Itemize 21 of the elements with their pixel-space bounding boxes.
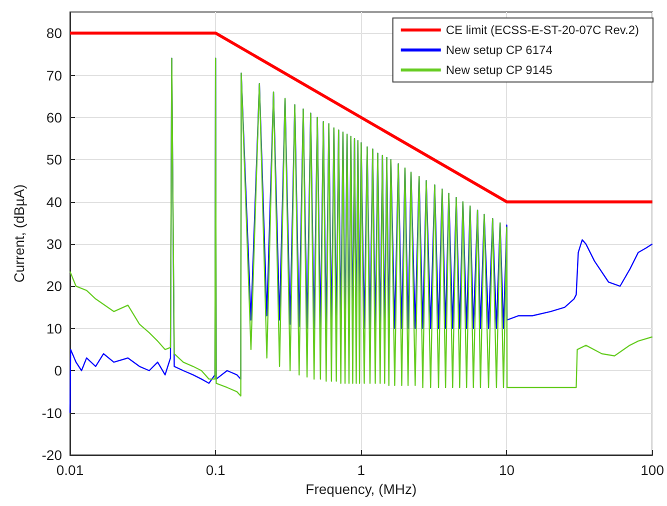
y-tick-label: 30 xyxy=(46,236,62,252)
y-tick-label: 80 xyxy=(46,25,62,42)
y-tick-label: 60 xyxy=(46,109,62,126)
x-tick-label: 0.1 xyxy=(206,462,226,478)
y-tick-label: -20 xyxy=(42,447,62,463)
legend-label: New setup CP 9145 xyxy=(446,63,553,77)
y-tick-label: 20 xyxy=(46,278,62,294)
y-tick-label: 40 xyxy=(46,194,62,210)
x-axis-title: Frequency, (MHz) xyxy=(306,480,417,497)
y-tick-label: 50 xyxy=(46,152,62,168)
y-tick-label: 10 xyxy=(46,320,62,336)
x-tick-label: 0.01 xyxy=(56,462,84,478)
legend-label: New setup CP 6174 xyxy=(446,43,553,57)
y-tick-label: 0 xyxy=(54,362,62,379)
x-tick-label: 100 xyxy=(640,462,664,478)
y-axis-title: Current, (dBµA) xyxy=(11,184,27,283)
y-tick-label: -10 xyxy=(42,404,62,421)
x-tick-label: 1 xyxy=(357,462,366,478)
legend-label: CE limit (ECSS-E-ST-20-07C Rev.2) xyxy=(446,23,640,37)
x-tick-label: 10 xyxy=(498,462,515,478)
y-tick-label: 70 xyxy=(46,67,62,84)
